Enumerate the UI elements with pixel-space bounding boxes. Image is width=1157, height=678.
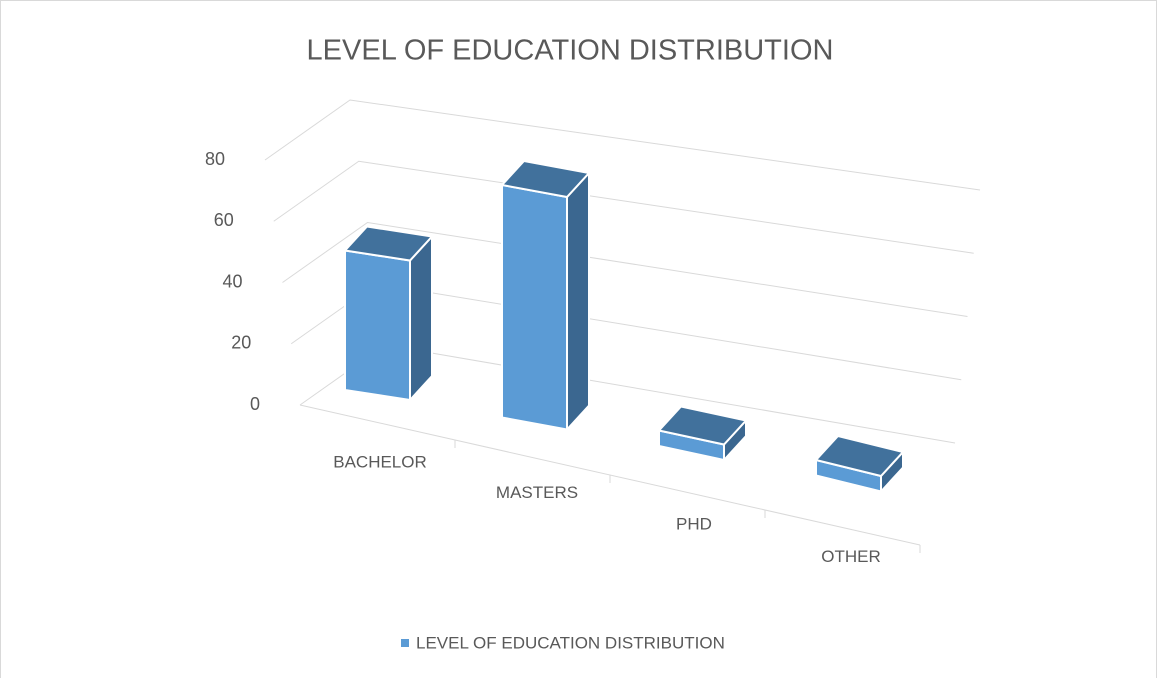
y-tick-label: 20	[231, 333, 251, 353]
y-tick-label: 60	[214, 210, 234, 230]
bar-top	[814, 434, 905, 478]
bar-front	[344, 249, 411, 402]
bar-top	[342, 225, 435, 262]
bar-top	[657, 405, 748, 446]
bar	[657, 405, 748, 463]
y-tick-label: 0	[250, 394, 260, 414]
grid-line	[273, 160, 974, 254]
legend: LEVEL OF EDUCATION DISTRIBUTION	[401, 633, 725, 652]
chart-title: LEVEL OF EDUCATION DISTRIBUTION	[307, 35, 834, 67]
legend-swatch	[401, 639, 409, 647]
x-tick-label: BACHELOR	[333, 452, 427, 471]
x-tick-label: MASTERS	[496, 483, 578, 502]
legend-label: LEVEL OF EDUCATION DISTRIBUTION	[416, 633, 725, 652]
x-tick-label: OTHER	[821, 547, 881, 566]
bar-top	[500, 159, 591, 199]
bar-side	[409, 233, 433, 403]
grid: 0 20 40 60 80 BACHELOR MASTERS PHD OTHER	[205, 99, 981, 566]
grid-line	[264, 99, 981, 191]
x-tick-label: PHD	[676, 514, 712, 533]
y-tick-label: 80	[205, 149, 225, 169]
bar	[342, 225, 435, 403]
y-tick-label: 40	[222, 271, 242, 291]
bar-front	[501, 183, 568, 431]
grid-line	[282, 221, 968, 317]
bars	[342, 159, 905, 495]
bar	[814, 434, 905, 495]
bar	[500, 159, 591, 433]
bar-side	[566, 170, 590, 433]
